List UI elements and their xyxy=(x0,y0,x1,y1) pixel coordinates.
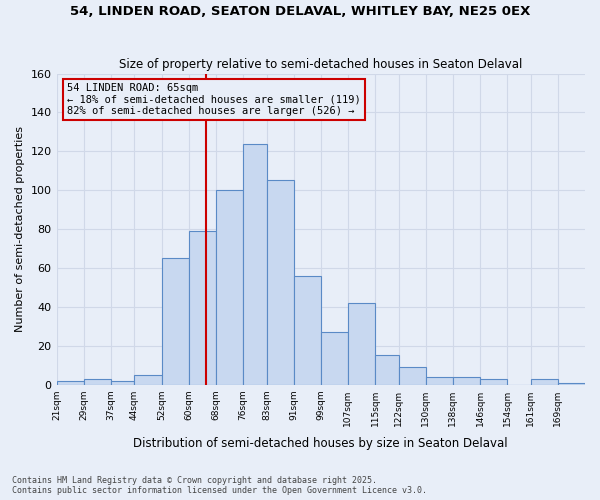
Bar xyxy=(111,381,134,384)
Bar xyxy=(266,180,293,384)
Bar xyxy=(188,231,216,384)
Text: 54, LINDEN ROAD, SEATON DELAVAL, WHITLEY BAY, NE25 0EX: 54, LINDEN ROAD, SEATON DELAVAL, WHITLEY… xyxy=(70,5,530,18)
Bar xyxy=(531,379,558,384)
X-axis label: Distribution of semi-detached houses by size in Seaton Delaval: Distribution of semi-detached houses by … xyxy=(133,437,508,450)
Text: 54 LINDEN ROAD: 65sqm
← 18% of semi-detached houses are smaller (119)
82% of sem: 54 LINDEN ROAD: 65sqm ← 18% of semi-deta… xyxy=(67,83,361,116)
Bar xyxy=(83,379,111,384)
Y-axis label: Number of semi-detached properties: Number of semi-detached properties xyxy=(15,126,25,332)
Bar xyxy=(426,377,453,384)
Text: Contains HM Land Registry data © Crown copyright and database right 2025.
Contai: Contains HM Land Registry data © Crown c… xyxy=(12,476,427,495)
Bar xyxy=(321,332,348,384)
Bar xyxy=(558,382,585,384)
Bar xyxy=(480,379,507,384)
Bar xyxy=(134,375,161,384)
Bar xyxy=(348,303,375,384)
Bar xyxy=(398,367,426,384)
Bar xyxy=(56,381,83,384)
Bar xyxy=(453,377,480,384)
Title: Size of property relative to semi-detached houses in Seaton Delaval: Size of property relative to semi-detach… xyxy=(119,58,523,71)
Bar xyxy=(216,190,243,384)
Bar xyxy=(243,144,266,384)
Bar xyxy=(375,356,398,384)
Bar xyxy=(293,276,321,384)
Bar xyxy=(161,258,188,384)
